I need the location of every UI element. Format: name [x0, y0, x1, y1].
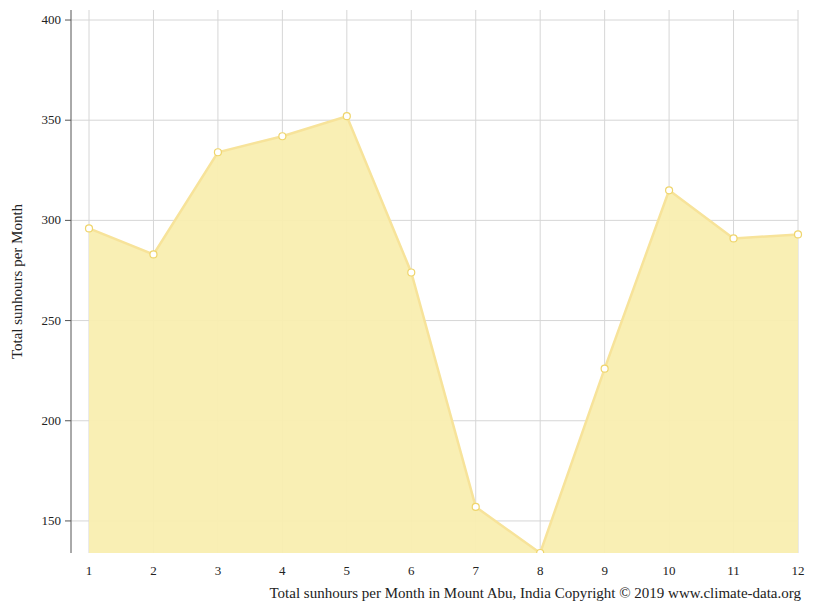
- y-tick-label: 150: [42, 513, 62, 528]
- data-point[interactable]: [666, 187, 673, 194]
- data-point[interactable]: [730, 235, 737, 242]
- grid-line: [71, 20, 798, 21]
- x-tick-label: 11: [727, 563, 740, 578]
- y-tick-label: 300: [42, 212, 62, 227]
- y-tick-label: 400: [42, 12, 62, 27]
- data-point[interactable]: [343, 113, 350, 120]
- tick-mark: [65, 520, 71, 521]
- x-tick-label: 12: [792, 563, 805, 578]
- area-line: [89, 116, 798, 553]
- tick-mark: [65, 20, 71, 21]
- title: Total sunhours per Month in Mount Abu, I…: [269, 585, 801, 601]
- y-tick-label: 250: [42, 313, 62, 328]
- chart: 150200250300350400123456789101112Total s…: [0, 0, 815, 611]
- x-tick-label: 3: [215, 563, 222, 578]
- data-point[interactable]: [472, 503, 479, 510]
- grid-line: [540, 10, 541, 553]
- tick-mark: [65, 120, 71, 121]
- tick-mark: [65, 220, 71, 221]
- grid-line: [475, 10, 476, 553]
- y-axis-label: Total sunhours per Month: [9, 203, 25, 359]
- x-tick-label: 6: [408, 563, 415, 578]
- grid-line: [71, 120, 798, 121]
- area-fill: [89, 116, 798, 553]
- x-tick-label: 7: [472, 563, 479, 578]
- x-tick-label: 9: [601, 563, 608, 578]
- x-tick-label: 4: [279, 563, 286, 578]
- data-point[interactable]: [408, 269, 415, 276]
- chart-root: 150200250300350400123456789101112Total s…: [0, 0, 815, 611]
- y-tick-label: 350: [42, 112, 62, 127]
- x-tick-label: 10: [663, 563, 676, 578]
- tick-mark: [65, 420, 71, 421]
- y-tick-label: 200: [42, 413, 62, 428]
- data-point[interactable]: [86, 225, 93, 232]
- x-tick-label: 2: [150, 563, 157, 578]
- data-point[interactable]: [601, 365, 608, 372]
- tick-mark: [65, 320, 71, 321]
- data-point[interactable]: [795, 231, 802, 238]
- x-tick-label: 1: [86, 563, 93, 578]
- plot-area: [86, 113, 802, 553]
- data-point[interactable]: [537, 550, 544, 554]
- data-point[interactable]: [214, 149, 221, 156]
- y-axis: [71, 10, 72, 553]
- x-tick-label: 5: [344, 563, 351, 578]
- x-tick-label: 8: [537, 563, 544, 578]
- data-point[interactable]: [279, 133, 286, 140]
- data-point[interactable]: [150, 251, 157, 258]
